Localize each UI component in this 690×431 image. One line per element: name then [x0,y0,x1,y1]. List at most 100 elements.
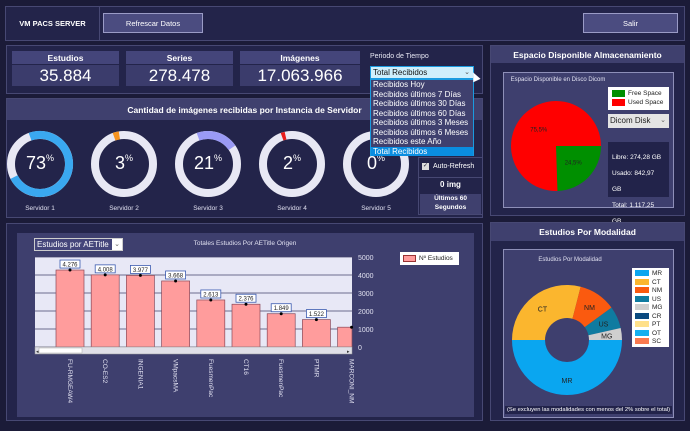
x-tick-label: PTMR [312,359,319,378]
legend-swatch [635,321,649,328]
donut-arc [7,131,73,197]
legend-item: CR [635,313,666,322]
donut-arc [259,131,325,197]
percent-value: 3 [114,153,125,173]
x-tick-label: FuesmenPac [207,359,214,398]
legend-item: US [635,296,666,305]
percent-value: 0 [366,153,377,173]
refresh-button[interactable]: Refrescar Datos [103,13,203,33]
legend-swatch [403,255,416,262]
period-option[interactable]: Recibidos últimos 30 Días [373,99,466,108]
chevron-down-icon: ⌄ [464,69,470,76]
stat-series-label: Series [126,51,233,64]
horizontal-scrollbar[interactable] [34,346,353,355]
recent-count: 0 img [418,177,483,191]
bar [126,275,155,348]
legend-swatch [635,329,649,336]
bar [90,274,120,348]
donut-slice-mg [588,328,622,340]
auto-refresh-checkbox[interactable]: ✓ Auto-Refresh [422,163,474,170]
donut-label: MR [562,378,573,385]
modality-title: Estudios Por Modalidad [491,223,684,241]
data-label-box [59,259,81,269]
chevron-down-icon: ⌄ [112,239,122,250]
server-percent: 21% [178,153,238,174]
period-label: Periodo de Tiempo [370,53,429,60]
period-select[interactable]: Total Recibidos ⌄ [370,66,474,79]
bar-point [279,312,283,316]
x-tick-label: INGENIA1 [136,359,143,390]
server-label: Servidor 4 [277,205,307,212]
auto-refresh-label: Auto-Refresh [433,163,475,170]
stat-studies-label: Estudios [12,51,119,64]
legend-label: US [652,295,662,303]
data-label-box [235,293,257,303]
modality-note: (Se excluyen las modalidades con menos d… [505,406,672,414]
disk-free: Libre: 274,28 GB [612,154,662,161]
legend-label: MR [652,270,663,277]
aetitle-select[interactable]: Estudios por AETitle ⌄ [34,238,123,251]
bar [161,280,190,348]
scrollbar-thumb[interactable] [38,347,83,354]
donut-track [259,131,325,197]
y-tick-label: 1000 [358,327,374,334]
legend-item: MR [635,270,666,279]
legend-free: Free Space [612,89,665,98]
checkbox-checked-icon[interactable]: ✓ [422,163,429,170]
legend-swatch [635,270,649,277]
bar-point [314,318,318,322]
period-option[interactable]: Recibidos Hoy [373,80,425,89]
data-label: 4.276 [62,263,78,269]
data-label-box [165,270,187,280]
donut-slice-ct [512,285,581,340]
period-option[interactable]: Recibidos últimos 6 Meses [373,127,469,137]
legend-swatch [635,287,649,294]
disk-used: Usado: 842,97 GB [612,170,655,193]
legend-swatch [635,312,649,319]
server-donut [7,131,73,197]
period-option[interactable]: Recibidos últimos 3 Meses [373,118,469,127]
data-label: 2.613 [203,292,219,298]
modality-chart-title: Estudios Por Modalidad [538,257,602,263]
legend-swatch [635,278,649,285]
data-label: 3.977 [133,268,149,274]
legend-used: Used Space [612,98,665,107]
legend-item: NM [635,287,666,296]
period-option-selected[interactable]: Total Recibidos [371,146,473,156]
period-option[interactable]: Recibidos últimos 7 Días [373,89,462,99]
scroll-left-icon[interactable]: ◂ [36,349,39,355]
legend-item: OT [635,330,666,339]
donut-label: NM [584,305,595,312]
disk-select[interactable]: Dicom Disk ⌄ [608,114,669,128]
legend-swatch [635,295,649,302]
bar-chart-title: Totales Estudios Por AETitle Origen [193,240,297,247]
bar-point [68,268,72,272]
storage-title: Espacio Disponible Almacenamiento [491,46,684,63]
donut-label: CT [538,306,548,313]
legend-label: MG [652,304,663,311]
percent-value: 73 [25,153,46,173]
y-tick-label: 0 [358,345,362,352]
bar-point [244,302,248,306]
aetitle-select-value: Estudios por AETitle [37,240,109,249]
legend-label: OT [652,329,662,337]
scroll-right-icon[interactable]: ▸ [347,349,350,355]
bar-point [209,298,213,302]
data-label-box [270,303,292,313]
legend-label: Free Space [628,90,662,97]
x-tick-label: CT16 [242,359,249,375]
plot-area [35,257,352,347]
donut-label: MG [601,334,612,341]
donut-arc [175,131,241,197]
stat-images-value: 17.063.966 [240,65,360,86]
data-label-box [129,265,151,274]
app-title: VM PACS SERVER [6,7,100,40]
percent-sign: % [377,153,386,163]
legend-item: PT [635,321,666,330]
period-option[interactable]: Recibidos últimos 60 Días [373,108,466,118]
period-option[interactable]: Recibidos este Año [373,137,442,146]
exit-button[interactable]: Salir [583,13,678,33]
data-label-box [305,309,327,319]
bar-point [138,273,142,277]
